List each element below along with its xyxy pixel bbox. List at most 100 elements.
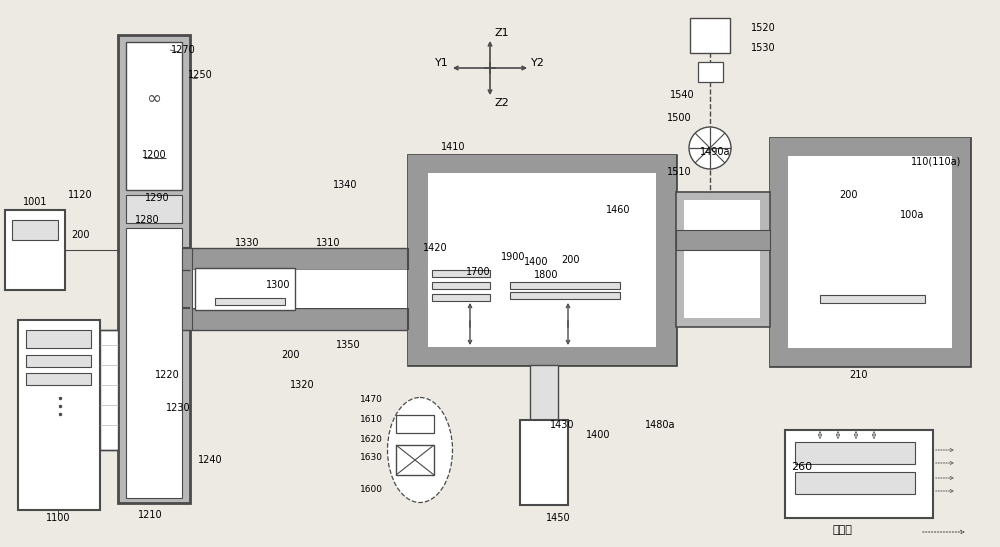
Text: 1420: 1420 [423,243,447,253]
Bar [190,270,408,308]
Bar [195,268,295,310]
Text: 1490a: 1490a [700,147,730,157]
Bar [182,248,192,330]
Text: 1210: 1210 [138,510,162,520]
Bar [770,138,788,366]
Text: 1610: 1610 [360,416,383,424]
Text: 1800: 1800 [534,270,558,280]
Text: 1120: 1120 [68,190,92,200]
Text: 1530: 1530 [751,43,775,53]
Text: 1410: 1410 [441,142,465,152]
Bar [26,373,91,385]
Text: 1340: 1340 [333,180,357,190]
Text: 1500: 1500 [667,113,692,123]
Bar [126,195,182,223]
Text: 1630: 1630 [360,453,383,463]
Text: 1510: 1510 [667,167,692,177]
Text: 1310: 1310 [316,238,340,248]
Bar [126,42,182,190]
Bar [424,168,660,352]
Text: 1320: 1320 [290,380,314,390]
Bar [952,138,970,366]
Bar [795,442,915,464]
Bar [656,155,676,365]
Bar [432,270,490,277]
Text: 1300: 1300 [266,280,290,290]
Bar [520,420,568,505]
Text: 1400: 1400 [586,430,610,440]
Bar [785,430,933,518]
Bar [690,18,730,53]
Text: 1290: 1290 [145,193,169,203]
Bar [118,35,190,503]
Text: 1400: 1400 [524,257,548,267]
Text: 1470: 1470 [360,395,383,404]
Text: Z1: Z1 [495,28,509,38]
Text: 1460: 1460 [606,205,630,215]
Text: 1330: 1330 [235,238,259,248]
Text: 1230: 1230 [166,403,190,413]
Text: 1600: 1600 [360,486,383,494]
Text: 1540: 1540 [670,90,695,100]
Text: 1350: 1350 [336,340,360,350]
Bar [26,355,91,367]
Text: 1450: 1450 [546,513,570,523]
Bar [530,365,558,420]
Bar [190,248,408,270]
Bar [408,155,676,173]
Text: 1700: 1700 [466,267,490,277]
Bar [408,155,428,365]
Text: 210: 210 [849,370,867,380]
Text: 260: 260 [791,462,812,472]
Bar [396,445,434,475]
Text: 1250: 1250 [188,70,212,80]
Bar [676,192,770,327]
Bar [396,415,434,433]
Bar [684,200,760,318]
Text: 200: 200 [281,350,299,360]
Text: 200: 200 [71,230,89,240]
Bar [820,295,925,303]
Text: 110(110a): 110(110a) [911,157,961,167]
Bar [12,220,58,240]
Text: 200: 200 [561,255,579,265]
Text: Z2: Z2 [495,98,509,108]
Text: Y1: Y1 [435,58,449,68]
Text: Y2: Y2 [531,58,545,68]
Text: 100a: 100a [900,210,924,220]
Bar [432,294,490,301]
Text: 1001: 1001 [23,197,47,207]
Bar [100,330,118,450]
Bar [18,320,100,510]
Bar [432,282,490,289]
Text: 1480a: 1480a [645,420,675,430]
Bar [770,138,970,156]
Bar [408,155,676,365]
Text: 1620: 1620 [360,435,383,445]
Bar [408,347,676,365]
Text: 信号线: 信号线 [832,525,852,535]
Text: 1240: 1240 [198,455,222,465]
Bar [676,230,770,250]
Bar [510,282,620,289]
Text: 1520: 1520 [751,23,775,33]
Text: 1430: 1430 [550,420,574,430]
Bar [770,348,970,366]
Bar [698,62,723,82]
Text: $\infty$: $\infty$ [146,89,162,107]
Bar [190,308,408,330]
Bar [215,298,285,305]
Bar [5,210,65,290]
Ellipse shape [388,398,452,503]
Bar [770,138,970,366]
Text: 200: 200 [839,190,857,200]
Text: 1270: 1270 [171,45,195,55]
Bar [784,150,956,352]
Circle shape [689,127,731,169]
Text: 1280: 1280 [135,215,159,225]
Bar [510,292,620,299]
Bar [795,472,915,494]
Text: 1100: 1100 [46,513,70,523]
Text: 1200: 1200 [142,150,166,160]
Text: 1900: 1900 [501,252,525,262]
